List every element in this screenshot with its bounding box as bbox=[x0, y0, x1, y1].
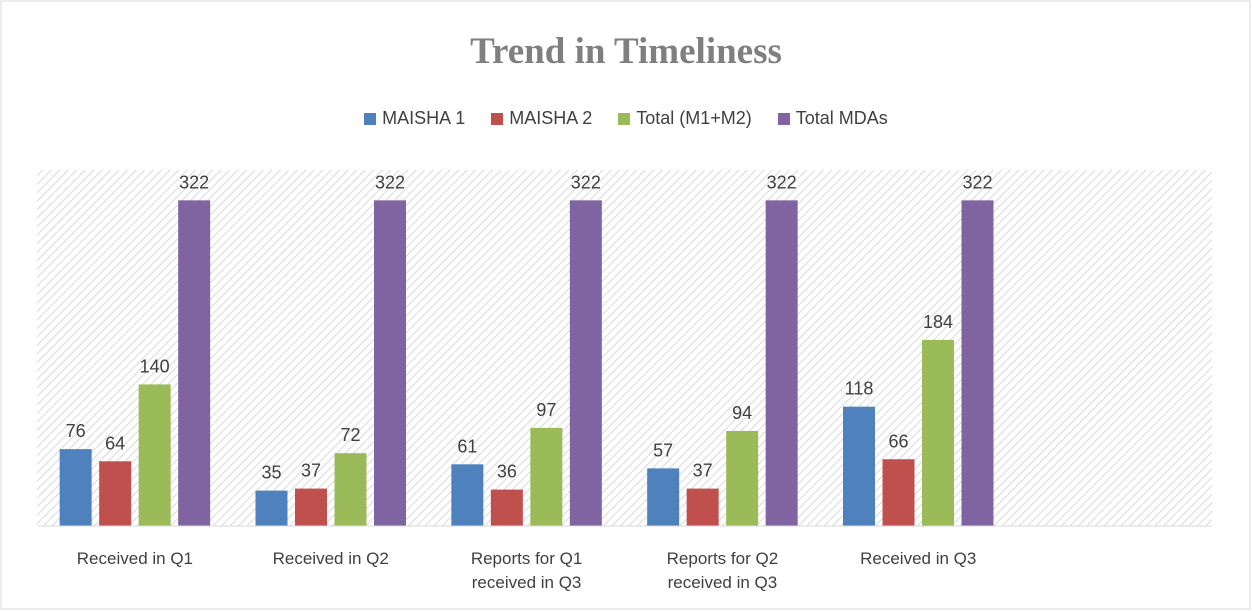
x-tick-label: Received in Q2 bbox=[272, 549, 389, 568]
bar bbox=[255, 490, 288, 526]
bar bbox=[922, 339, 954, 526]
data-label: 97 bbox=[536, 400, 556, 420]
data-label: 322 bbox=[767, 172, 797, 192]
data-label: 322 bbox=[571, 172, 601, 192]
bar bbox=[686, 488, 719, 526]
bar bbox=[334, 453, 367, 526]
legend-label: Total (M1+M2) bbox=[636, 108, 752, 128]
data-label: 64 bbox=[105, 433, 125, 453]
legend-swatch bbox=[364, 112, 377, 125]
data-label: 76 bbox=[66, 421, 86, 441]
bar bbox=[374, 200, 406, 526]
data-label: 35 bbox=[261, 463, 281, 483]
data-label: 184 bbox=[923, 312, 953, 332]
x-tick-label: Received in Q3 bbox=[860, 549, 977, 568]
legend-label: MAISHA 2 bbox=[509, 108, 593, 128]
bar bbox=[530, 427, 563, 526]
x-tick-label: Received in Q1 bbox=[76, 549, 194, 568]
bar bbox=[451, 464, 484, 526]
bar bbox=[295, 488, 327, 526]
x-tick-label: Reports for Q2 received in Q3 bbox=[666, 549, 779, 592]
legend-swatch bbox=[491, 112, 504, 125]
legend-swatch bbox=[618, 112, 631, 125]
data-label: 322 bbox=[375, 172, 405, 192]
data-label: 37 bbox=[301, 461, 321, 481]
x-tick-label: Reports for Q1 received in Q3 bbox=[470, 549, 583, 592]
legend-label: Total MDAs bbox=[795, 108, 888, 128]
data-label: 118 bbox=[845, 379, 874, 399]
data-label: 140 bbox=[140, 356, 170, 376]
legend-item: MAISHA 1 bbox=[364, 108, 465, 129]
legend-item: MAISHA 2 bbox=[491, 108, 592, 129]
bar bbox=[843, 406, 875, 526]
data-label: 94 bbox=[732, 403, 752, 423]
data-label: 72 bbox=[340, 425, 360, 445]
chart-title: Trend in Timeliness bbox=[470, 31, 782, 72]
data-label: 61 bbox=[457, 436, 477, 456]
bar bbox=[726, 430, 759, 526]
legend-label: MAISHA 1 bbox=[382, 108, 466, 128]
bar bbox=[961, 200, 994, 526]
bar bbox=[882, 459, 915, 526]
data-label: 37 bbox=[693, 461, 713, 481]
bar bbox=[59, 449, 92, 526]
legend-item: Total MDAs bbox=[777, 108, 888, 129]
legend: MAISHA 1 MAISHA 2 Total (M1+M2) Total MDAs bbox=[0, 108, 1252, 129]
bar bbox=[490, 489, 523, 526]
data-label: 36 bbox=[497, 462, 517, 482]
bar bbox=[178, 200, 211, 526]
bar bbox=[99, 461, 132, 526]
data-label: 57 bbox=[653, 440, 673, 460]
bar bbox=[647, 468, 680, 526]
legend-item: Total (M1+M2) bbox=[618, 108, 752, 129]
data-label: 66 bbox=[888, 431, 908, 451]
data-label: 322 bbox=[179, 172, 209, 192]
bar bbox=[765, 200, 798, 526]
data-label: 322 bbox=[962, 172, 992, 192]
legend-swatch bbox=[777, 112, 790, 125]
plot-area bbox=[37, 170, 1212, 526]
bar bbox=[138, 384, 171, 526]
bar bbox=[569, 200, 602, 526]
